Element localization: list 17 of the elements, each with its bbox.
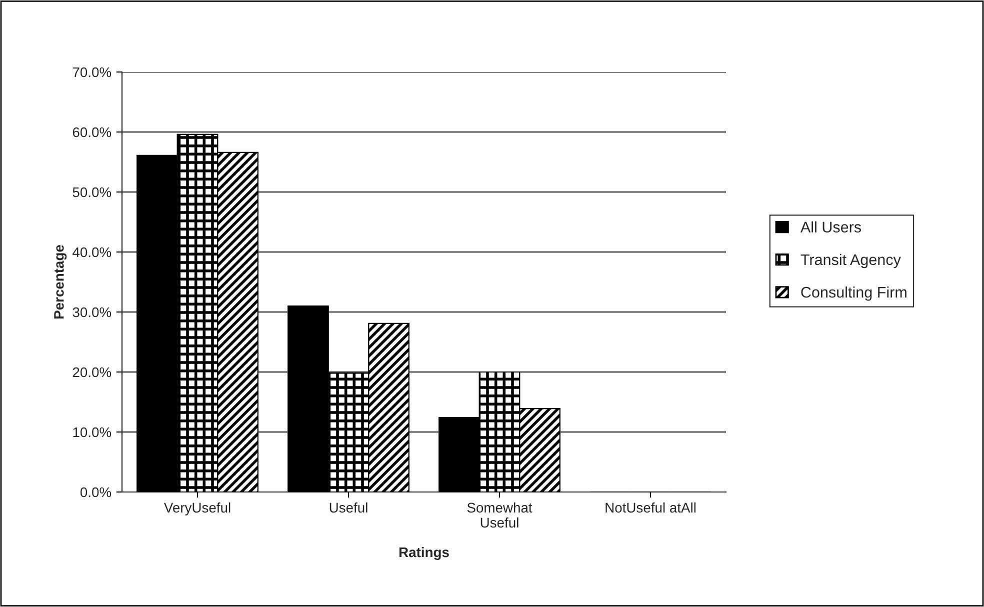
x-tick-label: VeryUseful bbox=[164, 502, 230, 516]
y-tick-label: 20.0% bbox=[72, 367, 112, 378]
legend-label: Transit Agency bbox=[800, 254, 901, 268]
x-tick-label: Useful bbox=[330, 502, 368, 513]
y-axis-title: Percentage bbox=[54, 245, 67, 319]
x-tick-label: Somewhat Useful bbox=[467, 502, 532, 528]
y-tick-label: 70.0% bbox=[72, 67, 112, 78]
y-tick-label: 40.0% bbox=[72, 247, 112, 258]
y-tick-label: 0.0% bbox=[80, 487, 112, 498]
legend-label: All Users bbox=[800, 221, 861, 233]
x-tick-label: NotUseful atAll bbox=[606, 502, 696, 513]
y-tick-label: 10.0% bbox=[73, 427, 112, 438]
y-tick-label: 30.0% bbox=[72, 307, 112, 318]
y-tick-label: 50.0% bbox=[72, 187, 112, 198]
x-axis-title: Ratings bbox=[399, 546, 449, 560]
y-tick-label: 60.0% bbox=[72, 127, 112, 138]
legend-label: Consulting Firm bbox=[801, 286, 906, 301]
